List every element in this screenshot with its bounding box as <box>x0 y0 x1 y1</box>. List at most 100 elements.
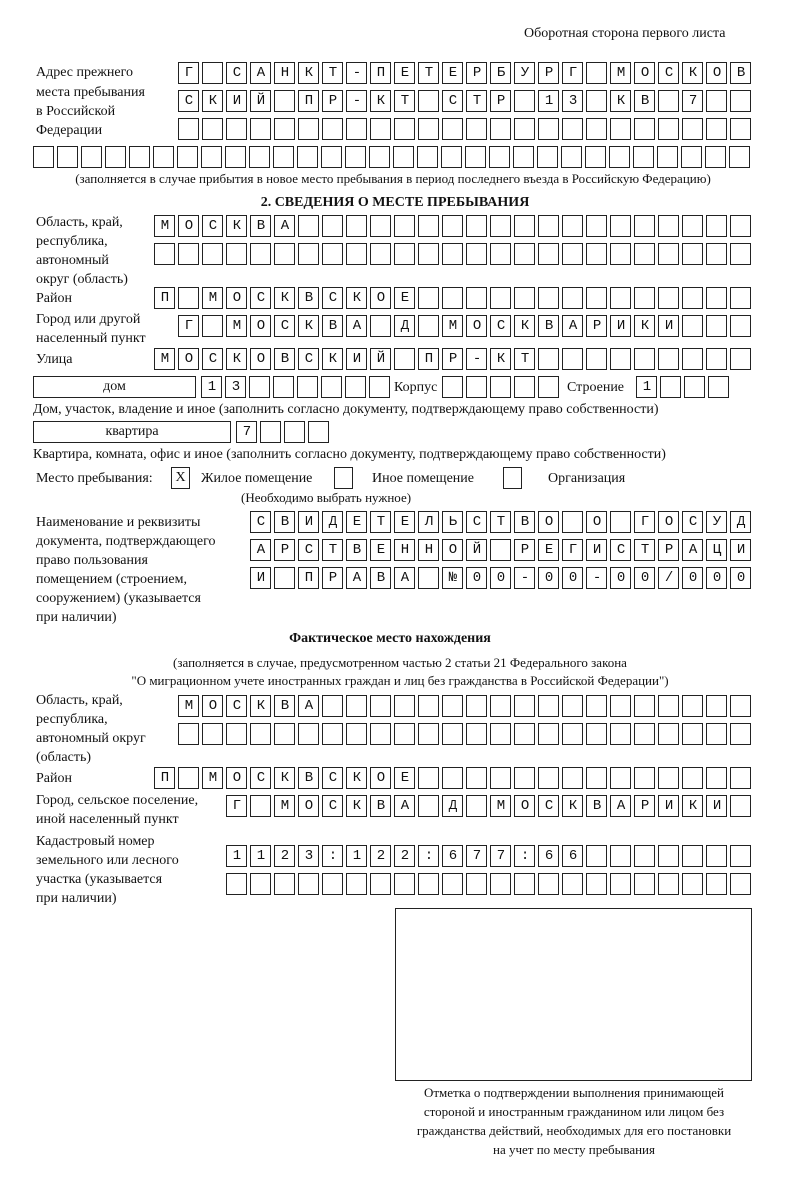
char-cell[interactable] <box>442 539 463 561</box>
char-cell[interactable] <box>442 845 463 867</box>
char-cell[interactable] <box>250 723 271 745</box>
char-cell[interactable] <box>466 243 487 265</box>
char-cell[interactable] <box>260 421 281 443</box>
char-cell[interactable] <box>418 723 439 745</box>
char-cell[interactable] <box>322 511 343 533</box>
char-cell[interactable] <box>178 767 199 789</box>
char-cell[interactable] <box>394 315 415 337</box>
char-cell[interactable] <box>346 723 367 745</box>
char-cell[interactable] <box>346 845 367 867</box>
char-cell[interactable] <box>274 695 295 717</box>
char-cell[interactable] <box>634 348 655 370</box>
char-cell[interactable] <box>178 90 199 112</box>
char-cell[interactable] <box>610 243 631 265</box>
char-cell[interactable] <box>202 348 223 370</box>
char-cell[interactable] <box>394 90 415 112</box>
char-cell[interactable] <box>298 243 319 265</box>
char-cell[interactable] <box>610 215 631 237</box>
char-cell[interactable] <box>658 243 679 265</box>
char-cell[interactable] <box>250 511 271 533</box>
char-cell[interactable] <box>610 845 631 867</box>
char-cell[interactable] <box>298 62 319 84</box>
char-cell[interactable] <box>322 118 343 140</box>
char-cell[interactable] <box>586 723 607 745</box>
char-cell[interactable] <box>538 243 559 265</box>
char-cell[interactable] <box>250 90 271 112</box>
char-cell[interactable] <box>250 62 271 84</box>
document-row-3-text[interactable]: И ПРАВА №00-00-00/000 <box>256 570 761 586</box>
char-cell[interactable] <box>322 873 343 895</box>
char-cell[interactable] <box>250 795 271 817</box>
char-cell[interactable] <box>682 348 703 370</box>
char-cell[interactable] <box>538 723 559 745</box>
char-cell[interactable] <box>466 376 487 398</box>
char-cell[interactable] <box>418 348 439 370</box>
char-cell[interactable] <box>418 215 439 237</box>
region-row-2-text[interactable] <box>154 243 161 266</box>
char-cell[interactable] <box>513 146 534 168</box>
char-cell[interactable] <box>490 315 511 337</box>
char-cell[interactable] <box>586 348 607 370</box>
char-cell[interactable] <box>274 315 295 337</box>
city-row-text[interactable]: Г МОСКВА Д МОСКВАРИКИ <box>184 318 689 334</box>
char-cell[interactable] <box>538 767 559 789</box>
char-cell[interactable] <box>202 315 223 337</box>
char-cell[interactable] <box>322 90 343 112</box>
char-cell[interactable] <box>658 62 679 84</box>
char-cell[interactable] <box>609 146 630 168</box>
char-cell[interactable] <box>466 795 487 817</box>
char-cell[interactable] <box>370 845 391 867</box>
building-text[interactable]: 1 <box>642 379 667 395</box>
char-cell[interactable] <box>730 511 751 533</box>
char-cell[interactable] <box>514 511 535 533</box>
char-cell[interactable] <box>298 845 319 867</box>
char-cell[interactable] <box>346 215 367 237</box>
char-cell[interactable] <box>346 567 367 589</box>
char-cell[interactable] <box>657 146 678 168</box>
char-cell[interactable] <box>706 348 727 370</box>
char-cell[interactable] <box>370 315 391 337</box>
house-type-field[interactable]: дом <box>33 376 196 398</box>
char-cell[interactable] <box>226 287 247 309</box>
char-cell[interactable] <box>442 511 463 533</box>
char-cell[interactable] <box>274 348 295 370</box>
char-cell[interactable] <box>684 376 705 398</box>
apartment-number-text[interactable]: 7 <box>242 424 267 440</box>
char-cell[interactable] <box>226 723 247 745</box>
char-cell[interactable] <box>682 215 703 237</box>
char-cell[interactable] <box>369 376 390 398</box>
char-cell[interactable] <box>394 873 415 895</box>
char-cell[interactable] <box>658 348 679 370</box>
char-cell[interactable] <box>226 845 247 867</box>
char-cell[interactable] <box>250 539 271 561</box>
previous-address-row-1-text[interactable]: Г САНКТ-ПЕТЕРБУРГ МОСКОВ <box>184 65 761 81</box>
char-cell[interactable] <box>418 511 439 533</box>
char-cell[interactable] <box>561 146 582 168</box>
cadastral-row-2-text[interactable] <box>226 873 233 896</box>
char-cell[interactable] <box>442 695 463 717</box>
char-cell[interactable] <box>442 567 463 589</box>
apartment-type-field[interactable]: квартира <box>33 421 231 443</box>
char-cell[interactable] <box>514 567 535 589</box>
actual-city-text[interactable]: Г МОСКВА Д МОСКВАРИКИ <box>232 798 737 814</box>
char-cell[interactable] <box>490 695 511 717</box>
char-cell[interactable] <box>658 315 679 337</box>
char-cell[interactable] <box>634 118 655 140</box>
char-cell[interactable] <box>394 695 415 717</box>
char-cell[interactable] <box>274 845 295 867</box>
char-cell[interactable] <box>658 873 679 895</box>
char-cell[interactable] <box>538 795 559 817</box>
char-cell[interactable] <box>298 539 319 561</box>
char-cell[interactable] <box>466 287 487 309</box>
char-cell[interactable] <box>250 287 271 309</box>
char-cell[interactable] <box>370 62 391 84</box>
char-cell[interactable] <box>370 767 391 789</box>
char-cell[interactable] <box>201 146 222 168</box>
char-cell[interactable] <box>226 118 247 140</box>
char-cell[interactable] <box>730 243 751 265</box>
char-cell[interactable] <box>298 215 319 237</box>
char-cell[interactable] <box>202 287 223 309</box>
char-cell[interactable] <box>610 287 631 309</box>
char-cell[interactable] <box>538 118 559 140</box>
char-cell[interactable] <box>370 873 391 895</box>
